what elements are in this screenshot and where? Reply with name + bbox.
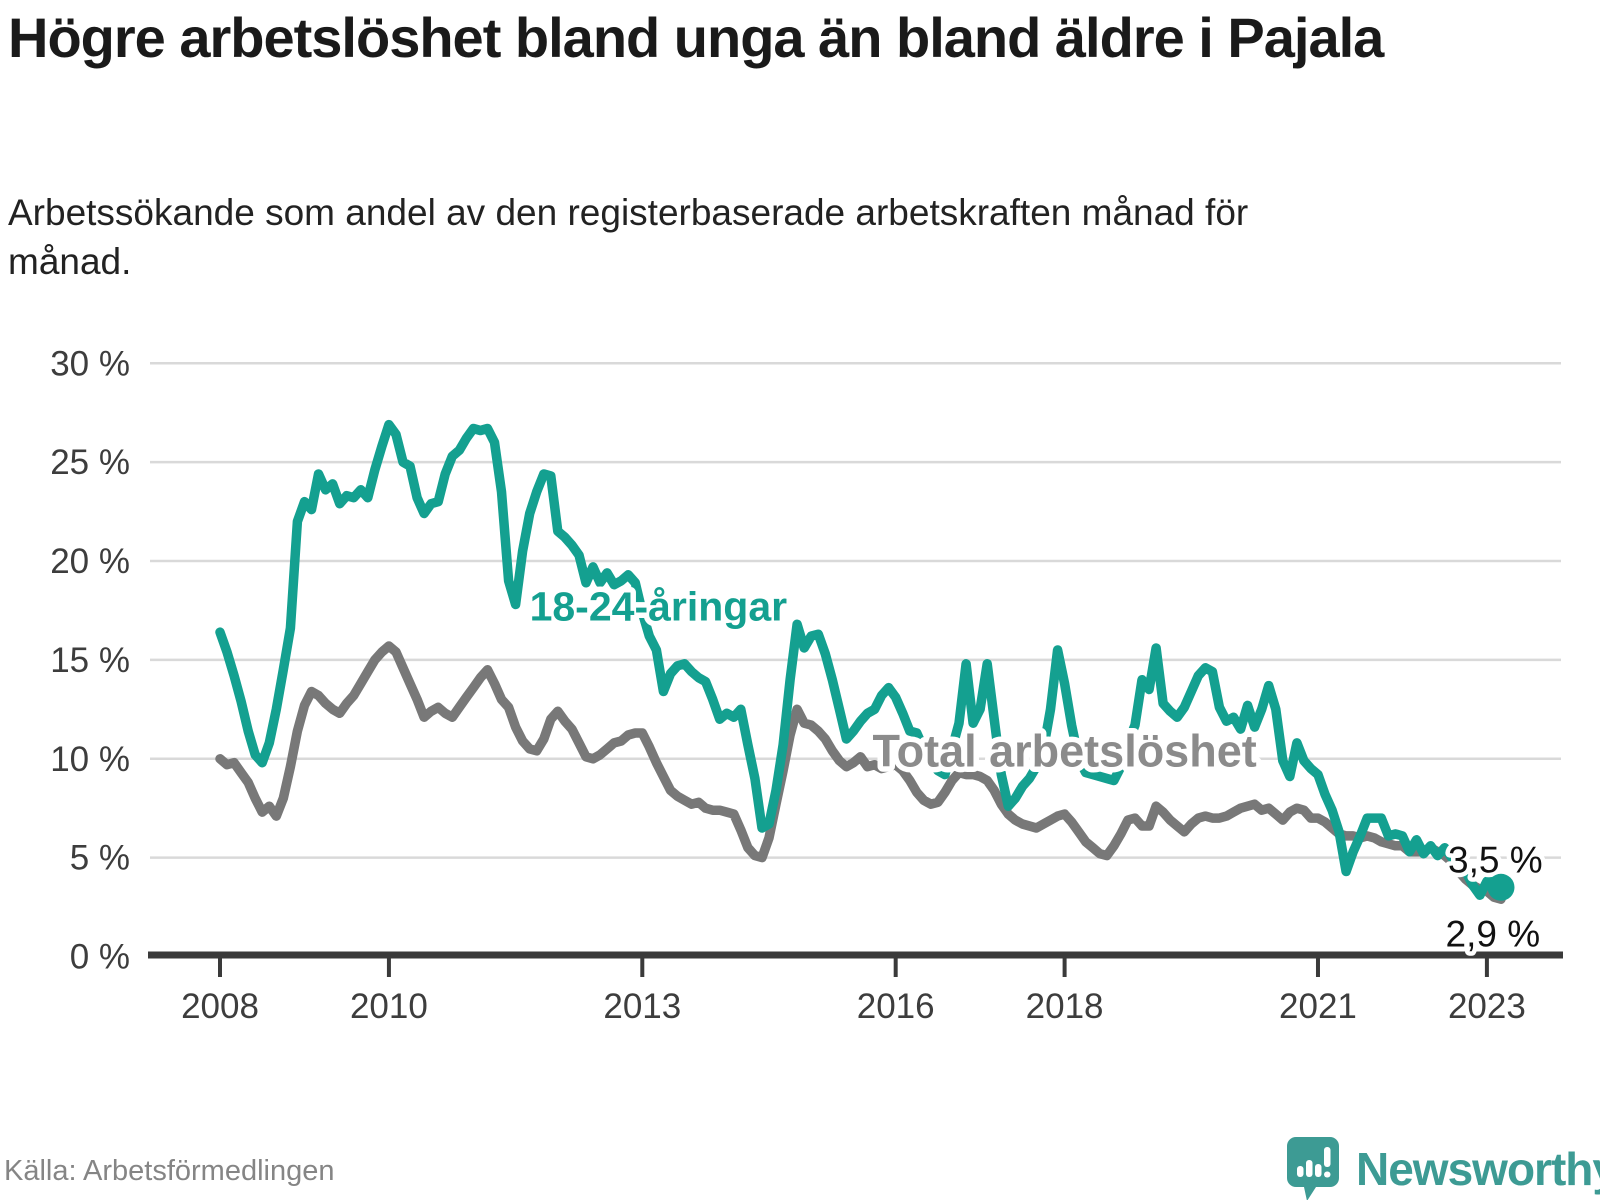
x-axis-tick-label: 2016	[857, 987, 935, 1026]
series-end-dot	[1487, 873, 1515, 901]
newsworthy-speech-bubble-chart-icon	[1287, 1137, 1339, 1200]
newsworthy-logo: Newsworthy	[1286, 1136, 1600, 1200]
y-axis-tick-label: 10 %	[50, 740, 130, 779]
x-axis-tick-label: 2021	[1279, 987, 1357, 1026]
y-axis-tick-label: 25 %	[50, 443, 130, 482]
series-label-total: Total arbetslöshet	[872, 726, 1256, 777]
y-axis-tick-label: 15 %	[50, 641, 130, 680]
y-axis-tick-label: 5 %	[70, 839, 130, 878]
x-axis-tick-label: 2023	[1448, 987, 1526, 1026]
x-axis-tick-label: 2018	[1026, 987, 1104, 1026]
y-axis-tick-label: 20 %	[50, 542, 130, 581]
end-value-label-total: 2,9 %	[1446, 914, 1541, 955]
series-label-youth: 18-24-åringar	[530, 583, 788, 629]
x-axis-tick-label: 2013	[603, 987, 681, 1026]
y-axis-tick-label: 0 %	[70, 938, 130, 977]
series-line-total	[215, 641, 1506, 904]
x-axis-tick-label: 2010	[350, 987, 428, 1026]
newsworthy-wordmark: Newsworthy	[1356, 1143, 1600, 1195]
x-axis-tick-label: 2008	[181, 987, 259, 1026]
series-line-youth	[215, 419, 1506, 900]
chart-title: Högre arbetslöshet bland unga än bland ä…	[8, 6, 1384, 69]
source-text: Källa: Arbetsförmedlingen	[4, 1155, 335, 1187]
y-axis-tick-label: 30 %	[50, 344, 130, 383]
chart-subtitle: Arbetssökande som andel av den registerb…	[8, 192, 1249, 282]
end-value-label-youth: 3,5 %	[1448, 839, 1543, 880]
